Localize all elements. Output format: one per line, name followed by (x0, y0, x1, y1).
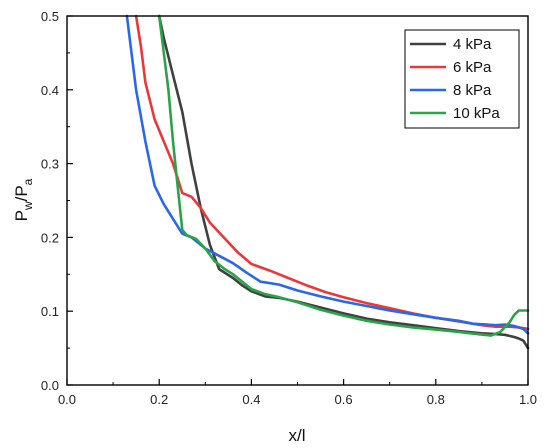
x-tick-label: 0.4 (242, 392, 260, 407)
legend-label-4: 10 kPa (453, 105, 500, 122)
x-tick-label: 0.2 (150, 392, 168, 407)
x-tick-label: 0.0 (58, 392, 76, 407)
legend-box (404, 29, 520, 129)
legend: 4 kPa 6 kPa 8 kPa 10 kPa (404, 29, 520, 129)
y-axis-title-sub-a: a (21, 178, 35, 185)
y-tick-label: 0.3 (41, 157, 59, 172)
y-tick-label: 0.1 (41, 304, 59, 319)
x-tick-label: 0.8 (427, 392, 445, 407)
x-tick-label: 0.6 (335, 392, 353, 407)
y-axis-title-main: P (12, 210, 31, 221)
x-axis-title: x/l (289, 426, 306, 445)
x-tick-label: 1.0 (519, 392, 537, 407)
axis-ticks: 0.0 0.2 0.4 0.6 0.8 1.0 0.0 0.1 0.2 0.3 0.4 0.5 (41, 9, 537, 407)
y-tick-label: 0.2 (41, 230, 59, 245)
series-line-4 (157, 14, 530, 337)
series-line-1 (157, 14, 530, 350)
y-axis-title: Pw/Pa (12, 178, 35, 221)
y-tick-label: 0.4 (41, 83, 59, 98)
y-tick-label: 0.0 (41, 378, 59, 393)
y-axis-title-sub-w: w (21, 201, 35, 211)
legend-label-1: 4 kPa (453, 36, 492, 53)
plot-lines (125, 14, 530, 350)
series-line-3 (125, 14, 530, 335)
legend-label-3: 8 kPa (453, 82, 492, 99)
y-tick-label: 0.5 (41, 9, 59, 24)
legend-label-2: 6 kPa (453, 59, 492, 76)
y-axis-title-sep: /P (12, 185, 31, 201)
